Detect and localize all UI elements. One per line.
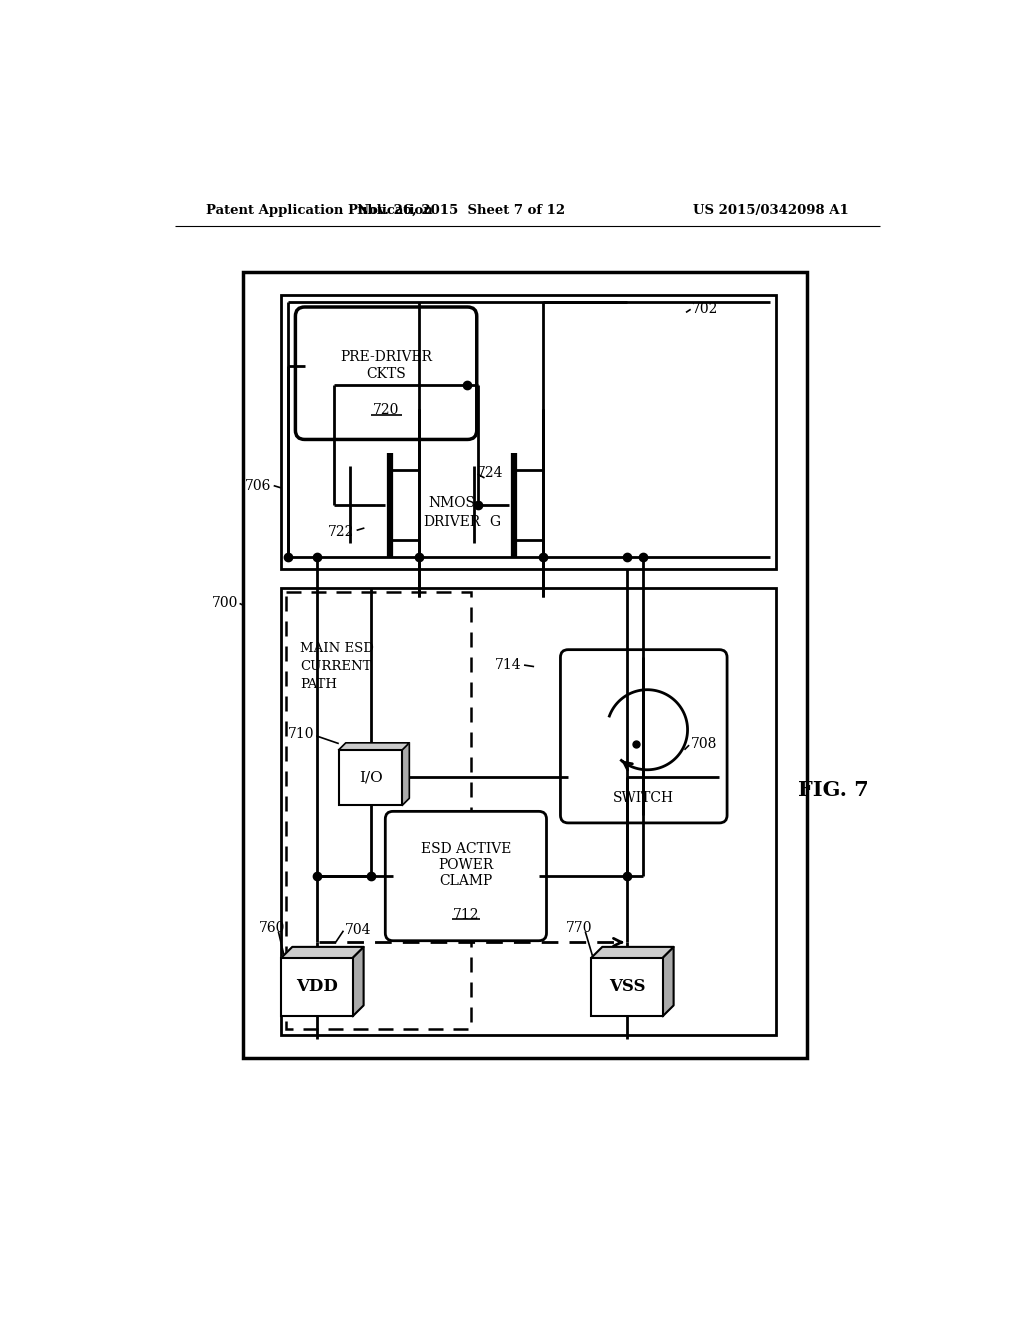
Bar [282,958,352,1016]
Text: 760: 760 [259,921,286,936]
Polygon shape [663,946,674,1016]
Text: PRE-DRIVER
CKTS: PRE-DRIVER CKTS [340,350,432,380]
Text: 702: 702 [692,301,719,315]
Text: I/O: I/O [358,771,382,784]
Polygon shape [282,946,364,958]
Text: 700: 700 [212,597,238,610]
Text: 706: 706 [245,479,271,492]
Bar [243,272,807,1057]
Polygon shape [352,946,364,1016]
Text: 720: 720 [373,403,399,417]
Text: US 2015/0342098 A1: US 2015/0342098 A1 [693,205,849,218]
Text: G: G [489,515,501,529]
FancyBboxPatch shape [385,812,547,941]
Text: 722: 722 [328,525,354,539]
Text: 710: 710 [288,727,314,742]
FancyBboxPatch shape [295,308,477,440]
Text: 724: 724 [477,466,503,479]
Bar [282,589,776,1035]
Text: ESD ACTIVE
POWER
CLAMP: ESD ACTIVE POWER CLAMP [421,842,511,888]
Text: 714: 714 [495,659,521,672]
Text: VSS: VSS [609,978,645,995]
Polygon shape [402,743,410,805]
Text: 712: 712 [453,908,479,921]
Text: 770: 770 [566,921,592,936]
Text: MAIN ESD
CURRENT
PATH: MAIN ESD CURRENT PATH [300,642,374,692]
Text: 708: 708 [690,737,717,751]
Bar [592,958,663,1016]
Text: Patent Application Publication: Patent Application Publication [206,205,432,218]
FancyBboxPatch shape [560,649,727,822]
Text: NMOS
DRIVER: NMOS DRIVER [423,496,480,529]
Bar [286,591,471,1030]
Text: VDD: VDD [296,978,338,995]
Text: FIG. 7: FIG. 7 [798,780,868,800]
Polygon shape [592,946,674,958]
Text: SWITCH: SWITCH [613,791,674,805]
Bar [282,296,776,569]
Bar [339,750,402,805]
Polygon shape [339,743,410,750]
Text: 704: 704 [345,923,372,937]
Text: Nov. 26, 2015  Sheet 7 of 12: Nov. 26, 2015 Sheet 7 of 12 [357,205,565,218]
